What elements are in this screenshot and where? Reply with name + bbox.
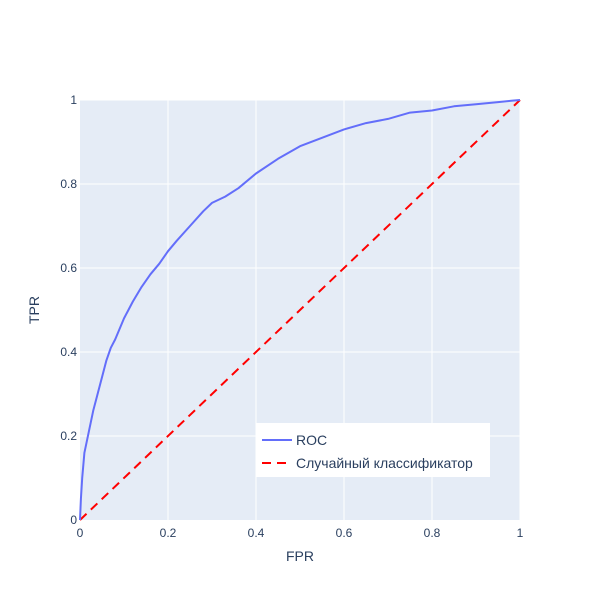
legend-background bbox=[256, 423, 490, 477]
legend-label-random-classifier: Случайный классификатор bbox=[296, 455, 473, 471]
legend-label-roc: ROC bbox=[296, 432, 327, 448]
x-tick-label: 0 bbox=[77, 526, 84, 540]
y-tick-label: 0.6 bbox=[60, 261, 77, 275]
y-axis-title: TPR bbox=[26, 296, 42, 324]
y-tick-label: 0.4 bbox=[60, 345, 77, 359]
legend[interactable]: ROC Случайный классификатор bbox=[256, 423, 490, 477]
x-tick-label: 1 bbox=[517, 526, 524, 540]
y-axis-ticks: 0 0.2 0.4 0.6 0.8 1 bbox=[60, 93, 77, 527]
x-tick-label: 0.8 bbox=[424, 526, 441, 540]
x-tick-label: 0.6 bbox=[336, 526, 353, 540]
x-tick-label: 0.4 bbox=[248, 526, 265, 540]
random-classifier-line bbox=[79, 99, 521, 521]
x-axis-title: FPR bbox=[286, 548, 314, 564]
series-layer bbox=[79, 99, 521, 521]
y-tick-label: 1 bbox=[70, 93, 77, 107]
y-tick-label: 0.8 bbox=[60, 177, 77, 191]
y-tick-label: 0 bbox=[70, 513, 77, 527]
x-tick-label: 0.2 bbox=[160, 526, 177, 540]
y-tick-label: 0.2 bbox=[60, 429, 77, 443]
x-axis-ticks: 0 0.2 0.4 0.6 0.8 1 bbox=[77, 526, 524, 540]
roc-curve-line bbox=[79, 99, 521, 521]
